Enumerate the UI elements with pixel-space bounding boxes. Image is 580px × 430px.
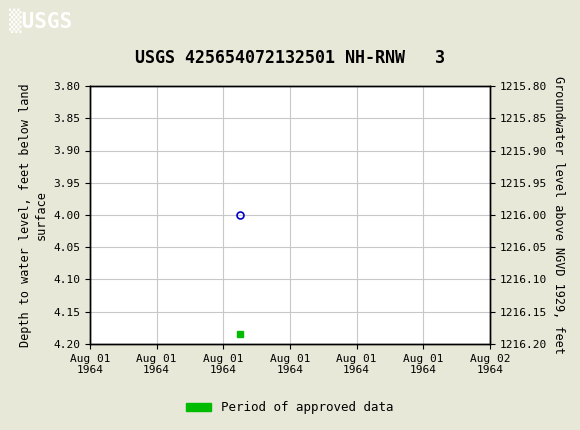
Legend: Period of approved data: Period of approved data	[181, 396, 399, 419]
Y-axis label: Groundwater level above NGVD 1929, feet: Groundwater level above NGVD 1929, feet	[552, 76, 565, 354]
Text: ▒USGS: ▒USGS	[9, 8, 72, 33]
Text: USGS 425654072132501 NH-RNW   3: USGS 425654072132501 NH-RNW 3	[135, 49, 445, 67]
Y-axis label: Depth to water level, feet below land
surface: Depth to water level, feet below land su…	[19, 83, 48, 347]
